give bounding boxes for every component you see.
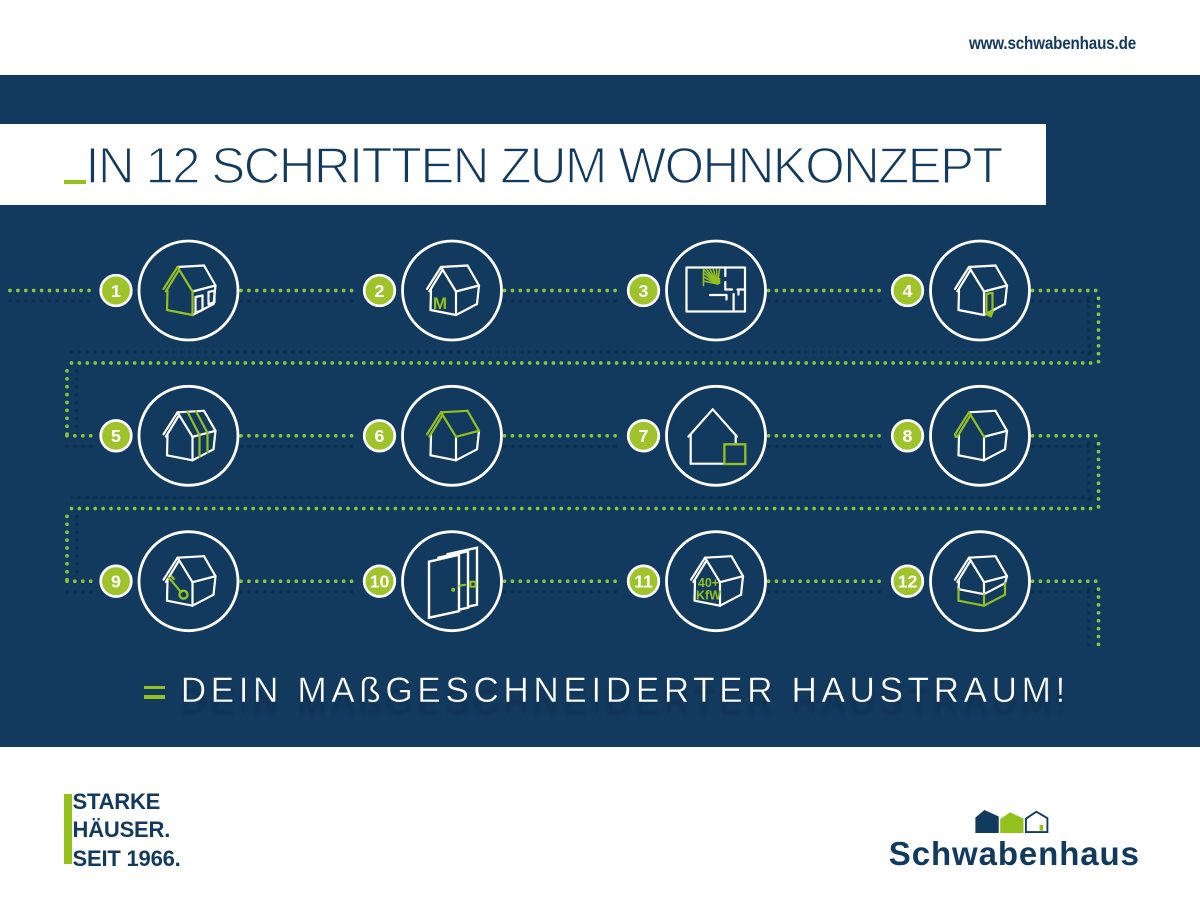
svg-text:6: 6 xyxy=(375,426,385,446)
svg-text:9: 9 xyxy=(111,572,121,592)
svg-text:KfW: KfW xyxy=(696,589,721,603)
svg-text:3: 3 xyxy=(639,281,649,301)
svg-text:5: 5 xyxy=(111,426,121,446)
svg-text:2: 2 xyxy=(375,281,385,301)
svg-text:40+: 40+ xyxy=(698,576,719,590)
svg-text:10: 10 xyxy=(370,572,390,592)
svg-text:7: 7 xyxy=(639,426,649,446)
svg-text:1: 1 xyxy=(111,281,121,301)
svg-text:11: 11 xyxy=(634,572,653,592)
svg-text:M: M xyxy=(433,294,447,313)
svg-text:8: 8 xyxy=(903,426,913,446)
svg-text:12: 12 xyxy=(898,572,918,592)
svg-text:4: 4 xyxy=(903,281,913,301)
